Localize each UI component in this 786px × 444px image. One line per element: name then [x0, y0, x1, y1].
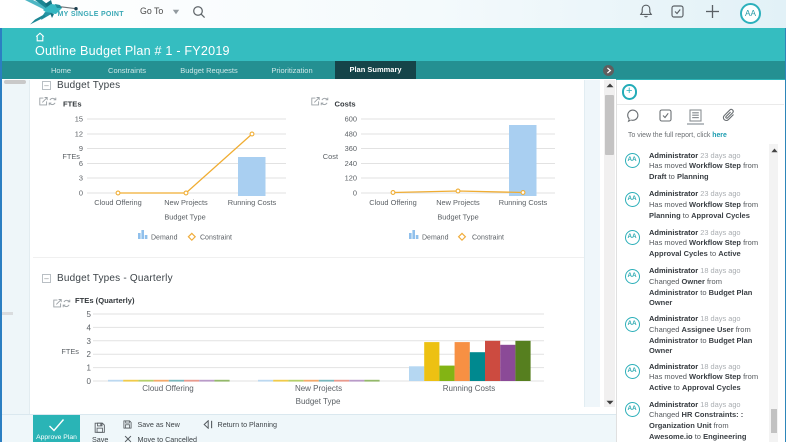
svg-text:0: 0: [353, 189, 357, 198]
svg-text:FTEs (Quarterly): FTEs (Quarterly): [75, 296, 135, 305]
svg-text:FTEs: FTEs: [63, 100, 82, 109]
svg-text:New Projects: New Projects: [295, 384, 342, 393]
svg-text:0: 0: [79, 189, 83, 198]
svg-text:Running Costs: Running Costs: [228, 198, 277, 207]
svg-text:4: 4: [87, 323, 92, 332]
svg-text:Constraint: Constraint: [200, 235, 232, 242]
svg-text:1: 1: [87, 364, 92, 373]
svg-text:Cloud Offering: Cloud Offering: [142, 384, 193, 393]
svg-text:360: 360: [345, 144, 357, 153]
svg-text:240: 240: [345, 159, 357, 168]
svg-text:Cloud Offering: Cloud Offering: [369, 198, 417, 207]
svg-text:0: 0: [87, 377, 92, 386]
svg-text:Constraint: Constraint: [472, 235, 504, 242]
svg-text:15: 15: [75, 115, 83, 124]
svg-text:New Projects: New Projects: [436, 198, 480, 207]
svg-text:480: 480: [345, 130, 357, 139]
svg-text:600: 600: [345, 115, 357, 124]
svg-text:New Projects: New Projects: [164, 198, 208, 207]
svg-text:6: 6: [79, 159, 83, 168]
svg-text:3: 3: [79, 174, 83, 183]
svg-text:Demand: Demand: [151, 235, 178, 242]
svg-text:Running Costs: Running Costs: [499, 198, 548, 207]
svg-text:12: 12: [75, 130, 83, 139]
svg-text:Cloud Offering: Cloud Offering: [94, 198, 142, 207]
svg-text:Running Costs: Running Costs: [443, 384, 495, 393]
svg-text:FTEs: FTEs: [62, 152, 80, 161]
svg-text:Budget Type: Budget Type: [437, 213, 478, 222]
svg-text:Cost: Cost: [323, 152, 338, 161]
svg-text:3: 3: [87, 337, 92, 346]
svg-text:5: 5: [87, 310, 92, 319]
svg-text:9: 9: [79, 144, 83, 153]
svg-text:Budget Type: Budget Type: [296, 397, 341, 406]
svg-text:Demand: Demand: [422, 235, 449, 242]
svg-text:2: 2: [87, 350, 92, 359]
svg-text:120: 120: [345, 174, 357, 183]
svg-text:FTEs: FTEs: [61, 347, 79, 356]
svg-text:Budget Type: Budget Type: [164, 213, 205, 222]
svg-text:Costs: Costs: [335, 100, 356, 109]
